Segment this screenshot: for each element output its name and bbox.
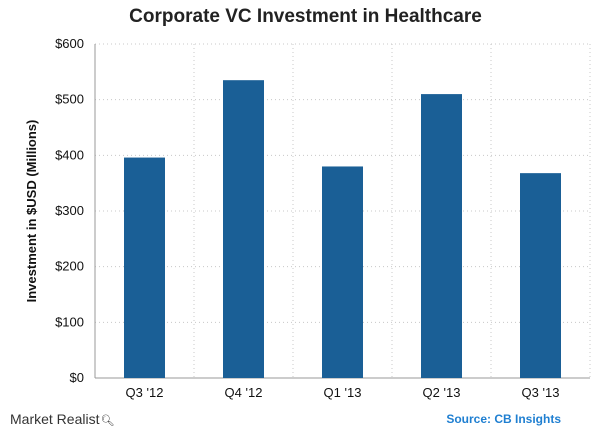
bar: [322, 166, 363, 378]
x-tick-label: Q3 '12: [126, 385, 164, 400]
y-tick-label: $400: [55, 147, 84, 162]
brand-logo: Market Realist🔍︎: [10, 411, 114, 427]
bar: [421, 94, 462, 378]
magnifier-icon: 🔍︎: [100, 415, 115, 427]
y-tick-label: $100: [55, 314, 84, 329]
x-tick-label: Q1 '13: [324, 385, 362, 400]
x-tick-label: Q4 '12: [225, 385, 263, 400]
y-tick-label: $600: [55, 36, 84, 51]
y-tick-label: $300: [55, 203, 84, 218]
bar: [223, 80, 264, 378]
y-axis-label: Investment in $USD (Millions): [24, 120, 39, 303]
x-tick-label: Q3 '13: [522, 385, 560, 400]
y-tick-label: $0: [70, 370, 84, 385]
x-tick-label: Q2 '13: [423, 385, 461, 400]
bar: [520, 173, 561, 378]
chart-title: Corporate VC Investment in Healthcare: [129, 6, 482, 27]
source-note: Source: CB Insights: [446, 412, 561, 426]
y-tick-label: $500: [55, 92, 84, 107]
bar: [124, 157, 165, 378]
brand-name: Market Realist: [10, 411, 100, 427]
y-tick-label: $200: [55, 259, 84, 274]
